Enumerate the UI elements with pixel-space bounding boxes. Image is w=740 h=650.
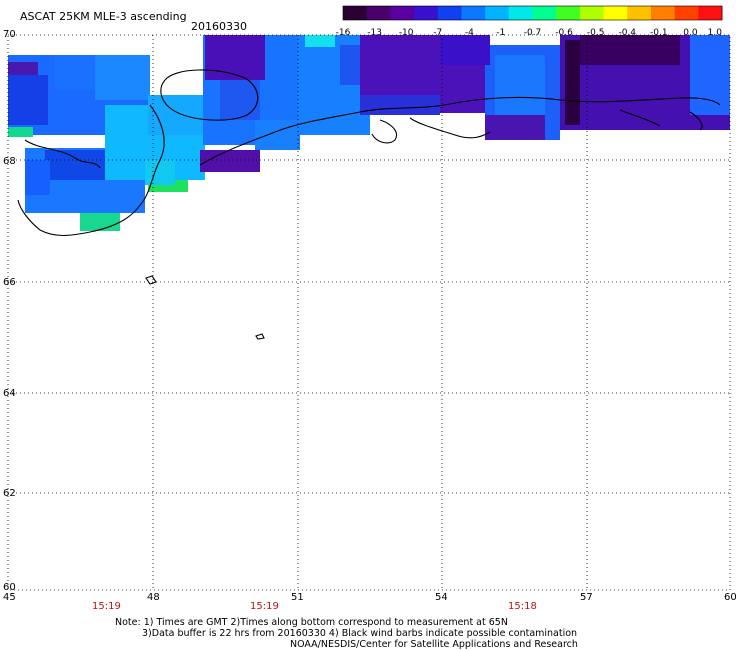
colorbar-swatch (698, 6, 723, 20)
time-label: 15:19 (92, 601, 121, 612)
colorbar-swatch (366, 6, 391, 20)
colorbar-tick-label: -1 (496, 28, 505, 38)
colorbar-tick-label: -0.6 (555, 28, 573, 38)
time-label: 15:19 (250, 601, 279, 612)
colorbar-tick-label: -10 (399, 28, 414, 38)
colorbar-frame (342, 5, 723, 21)
colorbar-swatch (461, 6, 486, 20)
colorbar-tick-label: -0.4 (618, 28, 636, 38)
map-title: ASCAT 25KM MLE-3 ascending (20, 10, 187, 23)
colorbar-tick-label: -4 (465, 28, 474, 38)
colorbar-swatch (485, 6, 510, 20)
colorbar-tick-label: -13 (367, 28, 382, 38)
lon-label-54: 54 (435, 592, 448, 603)
colorbar-tick-label: -0.7 (524, 28, 542, 38)
colorbar-labels: -16 -13 -10 -7 -4 -1 -0.7 -0.6 -0.5 -0.4 -0.1 0.0 1.… (336, 28, 723, 38)
latitude-labels: 70 68 66 64 62 60 (3, 29, 16, 593)
colorbar-swatch (343, 6, 368, 20)
note-line-3: NOAA/NESDIS/Center for Satellite Applica… (290, 639, 578, 650)
lon-label-45: 45 (3, 592, 16, 603)
lon-label-48: 48 (147, 592, 160, 603)
colorbar-swatch (437, 6, 462, 20)
lat-label-66: 66 (3, 277, 16, 288)
wind-data-swath (8, 35, 730, 231)
longitude-labels: 45 48 51 54 57 60 (3, 592, 737, 603)
time-label: 15:18 (508, 601, 537, 612)
colorbar-swatch (508, 6, 533, 20)
plot-grid (7, 34, 731, 591)
colorbar-swatch (674, 6, 699, 20)
colorbar-tick-label: 1.0 (708, 28, 723, 38)
time-labels: 15:19 15:19 15:18 (92, 601, 537, 612)
footnotes: Note: 1) Times are GMT 2)Times along bot… (115, 617, 578, 650)
colorbar: -16 -13 -10 -7 -4 -1 -0.7 -0.6 -0.5 -0.4 -0.1 0.0 1.… (336, 5, 723, 38)
note-line-1: Note: 1) Times are GMT 2)Times along bot… (115, 617, 508, 628)
lat-label-68: 68 (3, 156, 16, 167)
colorbar-swatch (390, 6, 415, 20)
colorbar-swatch (603, 6, 628, 20)
colorbar-swatches (342, 5, 723, 21)
lat-label-60: 60 (3, 582, 16, 593)
colorbar-swatch (532, 6, 557, 20)
colorbar-swatch (627, 6, 652, 20)
colorbar-tick-label: -0.5 (587, 28, 605, 38)
lat-label-64: 64 (3, 388, 16, 399)
colorbar-tick-label: -0.1 (650, 28, 668, 38)
map-date: 20160330 (191, 20, 247, 33)
coastline (17, 69, 721, 340)
colorbar-tick-label: 0.0 (683, 28, 698, 38)
colorbar-swatch (556, 6, 581, 20)
colorbar-swatch (414, 6, 439, 20)
lon-label-57: 57 (580, 592, 593, 603)
lon-label-51: 51 (291, 592, 304, 603)
colorbar-tick-label: -7 (433, 28, 442, 38)
colorbar-swatch (650, 6, 676, 20)
lon-label-60: 60 (724, 592, 737, 603)
colorbar-swatch (579, 6, 605, 20)
note-line-2: 3)Data buffer is 22 hrs from 20160330 4)… (142, 628, 577, 639)
lat-label-70: 70 (3, 29, 16, 40)
lat-label-62: 62 (3, 488, 16, 499)
colorbar-tick-label: -16 (336, 28, 351, 38)
